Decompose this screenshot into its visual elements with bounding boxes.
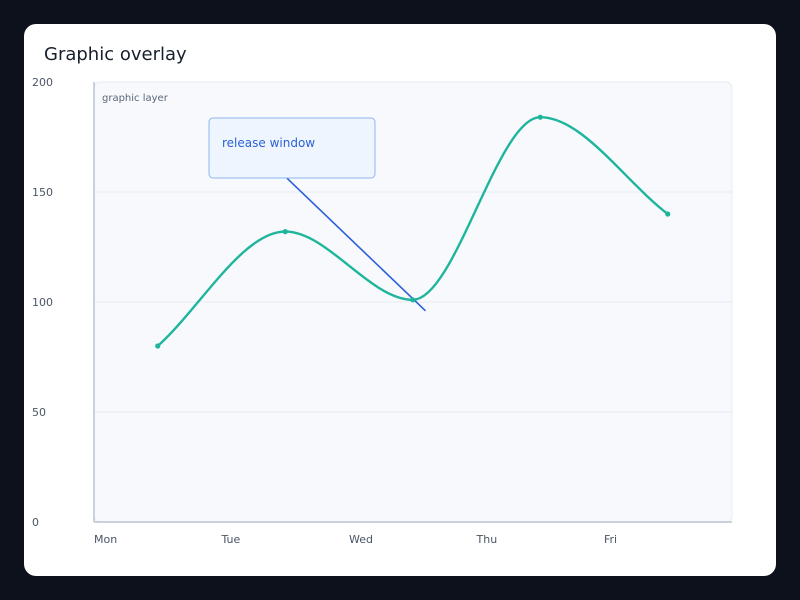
y-tick-label: 150: [32, 186, 53, 199]
x-tick-label-fri: Fri: [604, 533, 617, 546]
y-tick-label: 100: [32, 296, 53, 309]
callout-box: [208, 117, 376, 179]
chart-title: Graphic overlay: [44, 44, 187, 65]
y-axis-tick-labels: 0 50 100 150 200: [32, 76, 53, 529]
x-tick-label-thu: Thu: [476, 533, 498, 546]
data-point-mon: [155, 343, 161, 349]
x-tick-label-wed: Wed: [349, 533, 373, 546]
data-point-fri: [665, 211, 671, 217]
axes: [93, 82, 732, 523]
annotation-line: [284, 176, 427, 312]
graphic-layer-label: graphic layer: [102, 93, 169, 104]
chart-card: Graphic overlay 0 50 100 150 200 Mon Tue Wed Th…: [24, 24, 776, 576]
data-point-tue: [282, 229, 288, 235]
y-tick-label: 0: [32, 516, 39, 529]
graphic-overlay-layer: graphic layer release window: [102, 93, 427, 312]
series-layer: [155, 114, 671, 349]
series-line: [156, 115, 669, 348]
callout-label: release window: [222, 136, 315, 150]
x-tick-label-mon: Mon: [94, 533, 117, 546]
x-axis-tick-labels: Mon Tue Wed Thu Fri: [94, 533, 617, 546]
data-point-wed: [410, 297, 416, 303]
x-tick-label-tue: Tue: [221, 533, 241, 546]
y-tick-label: 200: [32, 76, 53, 89]
data-point-thu: [537, 114, 543, 120]
y-tick-label: 50: [32, 406, 46, 419]
line-chart: 0 50 100 150 200 Mon Tue Wed Thu Fri graphic lay…: [32, 76, 733, 546]
